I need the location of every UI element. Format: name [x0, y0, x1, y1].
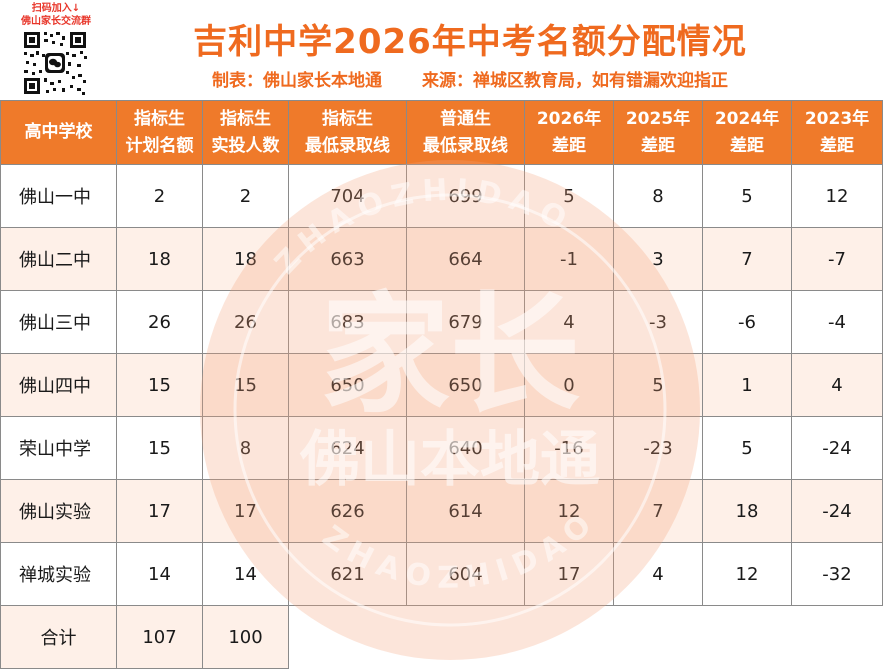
data-source: 来源：禅城区教育局，如有错漏欢迎指正: [422, 71, 728, 91]
table-row: 佛山二中 18 18 663 664 -1 3 7 -7: [0, 227, 883, 291]
gap-2025: 7: [613, 479, 703, 543]
gap-2026: -16: [524, 416, 614, 480]
normal-min-score: 650: [406, 353, 525, 417]
page-header: 扫码加入↓ 佛山家长交流群 吉利中学2026年中考名额分配情: [0, 0, 884, 100]
total-row: 合计 107 100: [0, 605, 883, 669]
actual-count: 26: [202, 290, 289, 354]
table-row: 佛山三中 26 26 683 679 4 -3 -6 -4: [0, 290, 883, 354]
qr-caption-line2: 佛山家长交流群: [21, 16, 91, 27]
quota-min-score: 626: [288, 479, 407, 543]
plan-count: 15: [116, 353, 203, 417]
school-name: 佛山三中: [0, 290, 117, 354]
normal-min-score: 614: [406, 479, 525, 543]
gap-2024: 18: [702, 479, 792, 543]
gap-2023: -24: [791, 416, 883, 480]
table-row: 佛山四中 15 15 650 650 0 5 1 4: [0, 353, 883, 417]
actual-count: 18: [202, 227, 289, 291]
gap-2025: 4: [613, 542, 703, 606]
table-row: 佛山实验 17 17 626 614 12 7 18 -24: [0, 479, 883, 543]
quota-min-score: 663: [288, 227, 407, 291]
plan-count: 15: [116, 416, 203, 480]
qr-caption-line1: 扫码加入↓: [31, 3, 81, 14]
header-gap-2026: 2026年 差距: [524, 100, 614, 165]
gap-2024: 12: [702, 542, 792, 606]
plan-count: 14: [116, 542, 203, 606]
gap-2024: 5: [702, 164, 792, 228]
table-body: 佛山一中 2 2 704 699 5 8 5 12 佛山二中 18 18 663…: [0, 164, 883, 669]
header-quota-min: 指标生 最低录取线: [288, 100, 407, 165]
table-row: 禅城实验 14 14 621 604 17 4 12 -32: [0, 542, 883, 606]
plan-count: 18: [116, 227, 203, 291]
actual-count: 14: [202, 542, 289, 606]
header-school: 高中学校: [0, 100, 117, 165]
gap-2025: 8: [613, 164, 703, 228]
gap-2026: 5: [524, 164, 614, 228]
normal-min-score: 679: [406, 290, 525, 354]
total-plan: 107: [116, 605, 203, 669]
actual-count: 15: [202, 353, 289, 417]
qr-code-block: 扫码加入↓ 佛山家长交流群: [8, 2, 104, 100]
total-label: 合计: [0, 605, 117, 669]
gap-2026: -1: [524, 227, 614, 291]
total-actual: 100: [202, 605, 289, 669]
gap-2023: -32: [791, 542, 883, 606]
gap-2023: 4: [791, 353, 883, 417]
plan-count: 2: [116, 164, 203, 228]
gap-2024: 5: [702, 416, 792, 480]
gap-2024: 7: [702, 227, 792, 291]
school-name: 佛山二中: [0, 227, 117, 291]
normal-min-score: 604: [406, 542, 525, 606]
total-row-blank: [288, 605, 883, 669]
quota-table: 高中学校 指标生 计划名额 指标生 实投人数 指标生 最低录取线 普通生 最低录取线 2…: [0, 100, 883, 669]
actual-count: 8: [202, 416, 289, 480]
qr-code-icon[interactable]: [22, 30, 88, 96]
quota-min-score: 624: [288, 416, 407, 480]
gap-2023: -4: [791, 290, 883, 354]
actual-count: 2: [202, 164, 289, 228]
gap-2024: -6: [702, 290, 792, 354]
header-gap-2023: 2023年 差距: [791, 100, 883, 165]
table-row: 佛山一中 2 2 704 699 5 8 5 12: [0, 164, 883, 228]
quota-min-score: 704: [288, 164, 407, 228]
gap-2026: 4: [524, 290, 614, 354]
normal-min-score: 699: [406, 164, 525, 228]
header-actual: 指标生 实投人数: [202, 100, 289, 165]
page-subtitle: 制表：佛山家长本地通 来源：禅城区教育局，如有错漏欢迎指正: [110, 66, 830, 91]
table-maker: 制表：佛山家长本地通: [212, 71, 382, 91]
gap-2023: -24: [791, 479, 883, 543]
gap-2026: 17: [524, 542, 614, 606]
school-name: 佛山实验: [0, 479, 117, 543]
quota-min-score: 683: [288, 290, 407, 354]
gap-2025: 5: [613, 353, 703, 417]
gap-2025: -3: [613, 290, 703, 354]
school-name: 佛山四中: [0, 353, 117, 417]
header-normal-min: 普通生 最低录取线: [406, 100, 525, 165]
actual-count: 17: [202, 479, 289, 543]
normal-min-score: 640: [406, 416, 525, 480]
quota-min-score: 650: [288, 353, 407, 417]
gap-2026: 12: [524, 479, 614, 543]
gap-2025: -23: [613, 416, 703, 480]
gap-2026: 0: [524, 353, 614, 417]
gap-2023: 12: [791, 164, 883, 228]
plan-count: 26: [116, 290, 203, 354]
school-name: 禅城实验: [0, 542, 117, 606]
quota-min-score: 621: [288, 542, 407, 606]
page-title: 吉利中学2026年中考名额分配情况: [193, 22, 747, 62]
header-gap-2024: 2024年 差距: [702, 100, 792, 165]
school-name: 荣山中学: [0, 416, 117, 480]
header-gap-2025: 2025年 差距: [613, 100, 703, 165]
table-row: 荣山中学 15 8 624 640 -16 -23 5 -24: [0, 416, 883, 480]
gap-2025: 3: [613, 227, 703, 291]
school-name: 佛山一中: [0, 164, 117, 228]
gap-2023: -7: [791, 227, 883, 291]
normal-min-score: 664: [406, 227, 525, 291]
table-header-row: 高中学校 指标生 计划名额 指标生 实投人数 指标生 最低录取线 普通生 最低录取线 2…: [0, 100, 883, 165]
plan-count: 17: [116, 479, 203, 543]
gap-2024: 1: [702, 353, 792, 417]
header-plan: 指标生 计划名额: [116, 100, 203, 165]
